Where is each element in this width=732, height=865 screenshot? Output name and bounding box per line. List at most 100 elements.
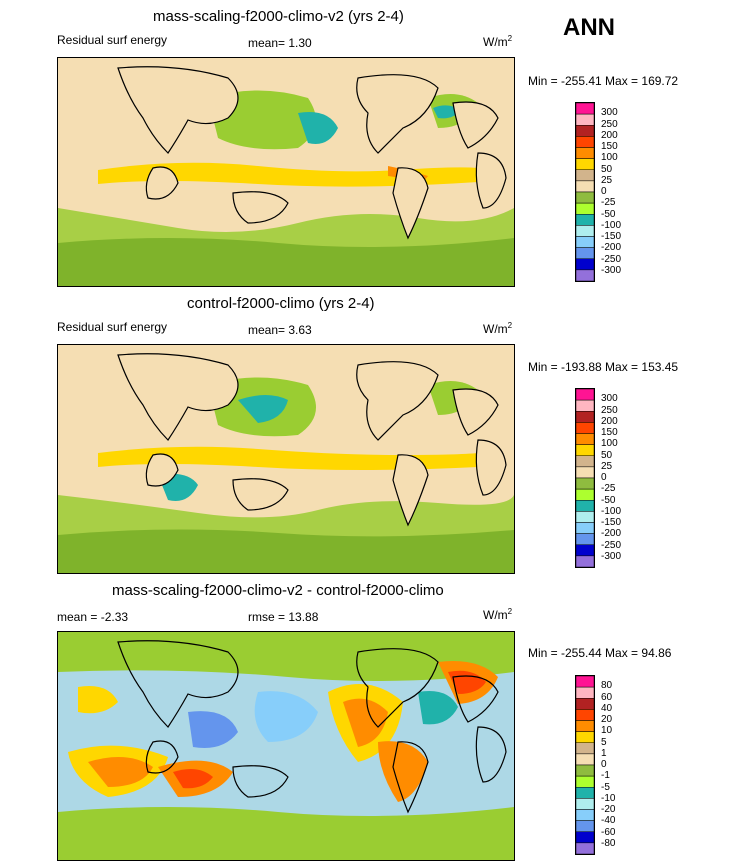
colorbar-level-label: 250 — [601, 404, 618, 416]
panel-1-colorbar-svg — [576, 103, 594, 281]
colorbar-box — [576, 742, 594, 755]
colorbar-box — [576, 686, 594, 699]
colorbar-level-label: -200 — [601, 242, 622, 254]
colorbar-box — [576, 831, 594, 844]
colorbar-box — [576, 214, 594, 226]
panel-1-minmax: Min = -255.41 Max = 169.72 — [528, 74, 679, 88]
panel-2-mean: mean= 3.63 — [248, 323, 312, 337]
colorbar-box — [576, 147, 594, 159]
panel-3-colorbar-svg — [576, 676, 594, 854]
colorbar-box — [576, 533, 594, 545]
colorbar-box — [576, 731, 594, 743]
panel-3-colorbar: 80 60 40 20 10 5 1 0 -1 -5 -10 -20 -40 -60 -80 — [575, 675, 635, 855]
colorbar-level-label: -100 — [601, 219, 622, 231]
panel-1-variable-label: Residual surf energy — [57, 33, 168, 47]
colorbar-level-label: 80 — [601, 680, 613, 692]
colorbar-box — [576, 180, 594, 193]
season-label: ANN — [563, 14, 615, 41]
panel-1-mean: mean= 1.30 — [248, 36, 312, 50]
panel-3-map — [57, 631, 515, 861]
colorbar-level-label: -50 — [601, 208, 616, 220]
colorbar-level-label: 10 — [601, 725, 613, 737]
colorbar-box — [576, 809, 594, 821]
panel-2-colorbar-svg — [576, 389, 594, 567]
panel-3-title: mass-scaling-f2000-climo-v2 - control-f2… — [112, 582, 444, 599]
colorbar-box — [576, 236, 594, 248]
panel-3-map-svg — [58, 632, 514, 860]
colorbar-box — [576, 775, 594, 788]
colorbar-box — [576, 842, 594, 854]
colorbar-box — [576, 488, 594, 501]
panel-2-colorbar: 300 250 200 150 100 50 25 0 -25 -50 -100 -150 -200 -2… — [575, 388, 635, 568]
colorbar-level-label: 20 — [601, 714, 613, 725]
colorbar-level-label: -5 — [601, 781, 610, 793]
panel-3-rmse: rmse = 13.88 — [248, 610, 319, 624]
colorbar-level-label: 25 — [601, 174, 613, 186]
panel-2-colorbar-boxes — [575, 388, 595, 568]
colorbar-level-label: 300 — [601, 393, 618, 405]
colorbar-level-label: 50 — [601, 163, 613, 175]
colorbar-box — [576, 544, 594, 557]
colorbar-level-label: -100 — [601, 505, 622, 517]
colorbar-box — [576, 676, 594, 688]
colorbar-level-label: -25 — [601, 483, 616, 495]
colorbar-level-label: -250 — [601, 253, 622, 265]
colorbar-box — [576, 466, 594, 479]
colorbar-box — [576, 225, 594, 237]
colorbar-level-label: 40 — [601, 702, 613, 714]
colorbar-box — [576, 820, 594, 832]
colorbar-box — [576, 764, 594, 777]
panel-2-map-svg — [58, 345, 514, 573]
colorbar-level-label: 60 — [601, 691, 613, 703]
colorbar-box — [576, 269, 594, 281]
colorbar-level-label: 150 — [601, 427, 618, 438]
colorbar-box — [576, 500, 594, 512]
colorbar-box — [576, 169, 594, 182]
colorbar-level-label: -10 — [601, 792, 616, 804]
colorbar-box — [576, 103, 594, 115]
colorbar-box — [576, 422, 594, 434]
colorbar-box — [576, 191, 594, 204]
panel-3-minmax: Min = -255.44 Max = 94.86 — [528, 646, 672, 660]
colorbar-level-label: 150 — [601, 141, 618, 152]
colorbar-box — [576, 555, 594, 567]
colorbar-level-label: -1 — [601, 770, 610, 782]
colorbar-level-label: 200 — [601, 415, 618, 427]
colorbar-box — [576, 798, 594, 810]
colorbar-level-label: -80 — [601, 837, 616, 849]
colorbar-box — [576, 399, 594, 412]
colorbar-level-label: 5 — [601, 736, 607, 748]
colorbar-box — [576, 158, 594, 170]
colorbar-box — [576, 753, 594, 766]
colorbar-box — [576, 720, 594, 732]
colorbar-level-label: 1 — [601, 747, 607, 759]
panel-3-mean: mean = -2.33 — [57, 610, 129, 624]
colorbar-level-label: 100 — [601, 152, 618, 164]
colorbar-box — [576, 247, 594, 259]
colorbar-box — [576, 136, 594, 148]
colorbar-level-label: -300 — [601, 264, 622, 276]
panel-1-map-svg — [58, 58, 514, 286]
colorbar-level-label: -60 — [601, 826, 616, 838]
colorbar-level-label: -150 — [601, 517, 622, 528]
colorbar-box — [576, 258, 594, 271]
colorbar-box — [576, 411, 594, 423]
colorbar-box — [576, 698, 594, 710]
colorbar-box — [576, 433, 594, 445]
colorbar-level-label: 300 — [601, 107, 618, 119]
panel-2-units: W/m2 — [483, 321, 513, 336]
panel-1-colorbar-boxes — [575, 102, 595, 282]
colorbar-level-label: 25 — [601, 460, 613, 472]
colorbar-box — [576, 455, 594, 468]
colorbar-box — [576, 787, 594, 799]
panel-2-minmax: Min = -193.88 Max = 153.45 — [528, 360, 679, 374]
colorbar-level-label: -150 — [601, 231, 622, 242]
panel-1-units: W/m2 — [483, 34, 513, 49]
colorbar-level-label: 250 — [601, 118, 618, 130]
colorbar-box — [576, 202, 594, 215]
colorbar-box — [576, 444, 594, 456]
panel-1-title: mass-scaling-f2000-climo-v2 (yrs 2-4) — [153, 8, 404, 25]
panel-1-map — [57, 57, 515, 287]
colorbar-level-label: -200 — [601, 528, 622, 540]
panel-3-units: W/m2 — [483, 607, 513, 622]
